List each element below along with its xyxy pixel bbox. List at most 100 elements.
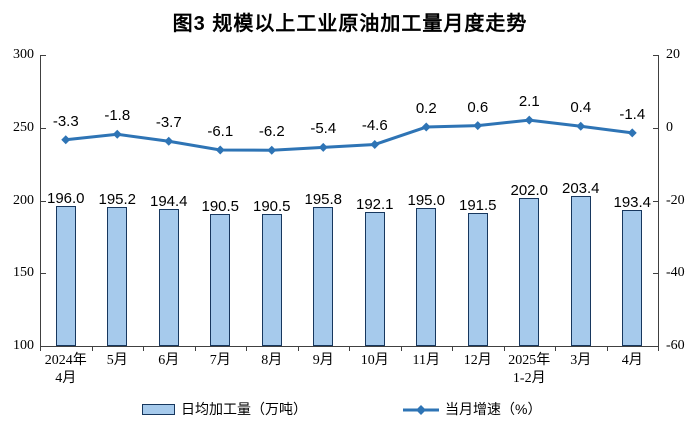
- legend-item-bar: 日均加工量（万吨）: [142, 399, 307, 419]
- x-tick-label: 6月: [158, 353, 180, 368]
- line-marker-diamond-icon: [112, 129, 122, 139]
- bar-value-label: 190.5: [252, 198, 291, 216]
- line-marker-diamond-icon: [370, 139, 380, 149]
- axis-tick: [658, 347, 659, 351]
- left-axis-tick-label: 100: [13, 338, 34, 353]
- bar-value-label: 194.4: [149, 192, 188, 210]
- x-tick-label: 12月: [463, 353, 492, 368]
- line-marker-diamond-icon: [267, 145, 277, 155]
- x-tick-label: 10月: [360, 353, 389, 368]
- axis-tick: [452, 347, 453, 351]
- line-point-label: -3.7: [155, 114, 182, 132]
- axis-tick: [41, 273, 46, 274]
- axis-tick: [653, 128, 658, 129]
- bar: [416, 207, 437, 346]
- axis-tick: [349, 347, 350, 351]
- bar-value-label: 195.0: [407, 191, 446, 209]
- x-tick-label: 5月: [106, 353, 128, 368]
- x-tick-label: 2024年 4月: [44, 353, 87, 386]
- axis-tick: [607, 347, 608, 351]
- axis-tick: [246, 347, 247, 351]
- line-swatch-icon: [403, 405, 439, 415]
- x-tick-label: 11月: [412, 353, 440, 368]
- axis-tick: [653, 201, 658, 202]
- line-marker-diamond-icon: [61, 135, 71, 145]
- axis-tick: [143, 347, 144, 351]
- bar: [313, 206, 334, 346]
- line-marker-diamond-icon: [164, 136, 174, 146]
- bottom-axis-line: [40, 346, 659, 347]
- chart-title: 图3 规模以上工业原油加工量月度走势: [172, 13, 528, 35]
- legend-item-line: 当月增速（%）: [403, 399, 541, 419]
- axis-tick: [41, 128, 46, 129]
- axis-tick: [298, 347, 299, 351]
- bar-value-label: 191.5: [458, 196, 497, 214]
- line-marker-diamond-icon: [627, 128, 637, 138]
- line-point-label: -1.8: [104, 107, 131, 125]
- bar-series-swatch: [142, 403, 175, 415]
- axis-tick: [92, 347, 93, 351]
- axis-tick: [401, 347, 402, 351]
- left-axis-tick-label: 150: [13, 265, 34, 280]
- line-marker-diamond-icon: [215, 145, 225, 155]
- line-point-label: 2.1: [518, 93, 540, 111]
- axis-tick: [41, 346, 46, 347]
- axis-tick: [653, 273, 658, 274]
- left-axis-line: [40, 55, 41, 346]
- bar: [622, 210, 643, 346]
- legend-bar-label: 日均加工量（万吨）: [181, 401, 307, 417]
- line-marker-diamond-icon: [524, 115, 534, 125]
- line-point-label: 0.4: [570, 99, 592, 117]
- right-axis-tick-label: -40: [666, 265, 685, 280]
- x-tick-label: 8月: [261, 353, 283, 368]
- axis-tick: [653, 55, 658, 56]
- line-point-label: -5.4: [310, 120, 337, 138]
- line-point-label: 0.6: [467, 98, 489, 116]
- bar: [519, 197, 540, 346]
- line-point-label: -1.4: [619, 105, 646, 123]
- line-marker-diamond-icon: [473, 121, 483, 131]
- axis-tick: [195, 347, 196, 351]
- x-tick-label: 4月: [621, 353, 643, 368]
- legend-line-label: 当月增速（%）: [445, 401, 542, 417]
- x-tick-label: 9月: [312, 353, 334, 368]
- bar-value-label: 203.4: [561, 179, 600, 197]
- axis-tick: [41, 201, 46, 202]
- left-axis-tick-label: 250: [13, 120, 34, 135]
- right-axis-tick-label: -60: [666, 338, 685, 353]
- bar: [261, 214, 282, 346]
- left-axis-tick-label: 300: [13, 47, 34, 62]
- bar-value-label: 202.0: [510, 181, 549, 199]
- bar-value-label: 193.4: [613, 194, 652, 212]
- axis-tick: [653, 346, 658, 347]
- bar: [364, 211, 385, 346]
- right-axis-line: [658, 55, 659, 346]
- x-tick-label: 2025年 1-2月: [508, 353, 551, 386]
- right-axis-tick-label: -20: [666, 193, 685, 208]
- bar-value-label: 195.8: [304, 190, 343, 208]
- bar-value-label: 192.1: [355, 195, 394, 213]
- line-marker-diamond-icon: [318, 142, 328, 152]
- x-tick-label: 7月: [209, 353, 231, 368]
- line-marker-diamond-icon: [421, 122, 431, 132]
- axis-tick: [41, 55, 46, 56]
- axis-tick: [40, 347, 41, 351]
- line-point-label: -4.6: [361, 117, 388, 135]
- line-point-label: 0.2: [415, 100, 437, 118]
- bar-value-label: 196.0: [46, 190, 85, 208]
- bar: [570, 195, 591, 346]
- line-marker-diamond-icon: [576, 121, 586, 131]
- line-point-label: -6.2: [258, 123, 285, 141]
- bar: [55, 206, 76, 346]
- line-series-swatch: [403, 403, 439, 415]
- bar: [107, 207, 128, 346]
- axis-tick: [555, 347, 556, 351]
- axis-tick: [504, 347, 505, 351]
- bar-value-label: 190.5: [201, 198, 240, 216]
- legend: 日均加工量（万吨） 当月增速（%）: [0, 399, 700, 423]
- x-tick-label: 3月: [570, 353, 592, 368]
- right-axis-tick-label: 20: [666, 47, 680, 62]
- bar: [467, 212, 488, 346]
